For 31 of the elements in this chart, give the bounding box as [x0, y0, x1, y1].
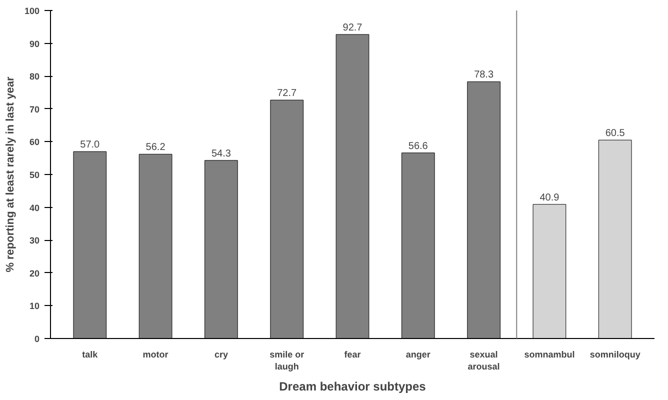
y-tick-label: 0 — [34, 334, 40, 344]
y-tick-label: 40 — [29, 202, 40, 213]
data-label: 60.5 — [605, 128, 626, 140]
y-tick-label: 10 — [29, 301, 40, 312]
x-tick-label: somniloquy — [590, 350, 640, 360]
y-tick-label: 30 — [29, 236, 40, 246]
x-tick-label: smile or laugh — [270, 350, 305, 372]
data-label: 40.9 — [540, 192, 560, 204]
y-axis-title: % reporting at least rarely in last year — [4, 76, 16, 272]
data-label: 78.3 — [474, 70, 494, 81]
data-label: 57.0 — [80, 140, 100, 151]
x-tick-label: somnambul — [524, 350, 575, 360]
x-tick-label: fear — [344, 350, 362, 360]
x-axis-title: Dream behavior subtypes — [279, 380, 426, 394]
data-label: 72.7 — [277, 88, 298, 100]
y-tick-label: 20 — [29, 268, 40, 278]
data-label: 56.6 — [408, 140, 428, 152]
x-tick-label: cry — [214, 350, 228, 360]
y-tick-label: 90 — [29, 38, 40, 49]
data-label: 54.3 — [211, 148, 232, 160]
x-tick-label: talk — [82, 350, 99, 360]
x-tick-label: anger — [406, 350, 431, 360]
y-tick-label: 70 — [29, 104, 40, 114]
y-tick-label: 100 — [24, 6, 40, 16]
data-label: 56.2 — [146, 142, 166, 154]
x-tick-label: sexual arousal — [468, 350, 500, 372]
x-tick-label: motor — [142, 350, 169, 360]
y-tick-label: 80 — [29, 72, 40, 82]
y-tick-label: 60 — [29, 137, 40, 148]
data-label: 92.7 — [342, 22, 363, 34]
y-tick-label: 50 — [29, 170, 40, 180]
